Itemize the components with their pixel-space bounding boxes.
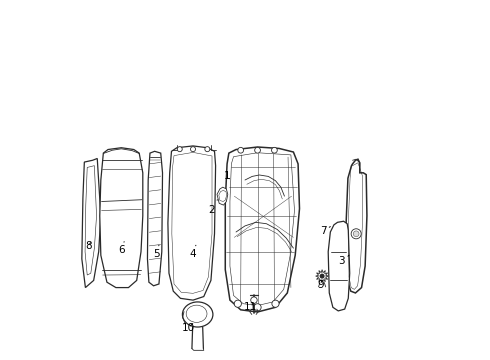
Polygon shape [82, 158, 101, 288]
Text: 3: 3 [339, 255, 349, 266]
Circle shape [238, 147, 244, 153]
Text: 11: 11 [244, 302, 257, 312]
Polygon shape [147, 151, 163, 286]
Ellipse shape [182, 302, 213, 327]
Text: 6: 6 [118, 242, 124, 255]
Circle shape [351, 229, 361, 239]
Polygon shape [85, 166, 97, 275]
Circle shape [254, 304, 261, 311]
Polygon shape [225, 147, 299, 312]
Circle shape [177, 147, 182, 152]
Circle shape [271, 147, 277, 153]
Polygon shape [346, 159, 367, 293]
Text: 5: 5 [153, 245, 160, 258]
Polygon shape [100, 148, 143, 288]
Polygon shape [217, 187, 228, 205]
Circle shape [272, 300, 279, 307]
Text: 9: 9 [317, 280, 323, 290]
Circle shape [234, 300, 242, 307]
Circle shape [353, 231, 359, 237]
Polygon shape [316, 270, 329, 283]
Text: 7: 7 [320, 226, 330, 236]
Text: 4: 4 [190, 245, 196, 258]
Circle shape [191, 147, 196, 152]
Circle shape [251, 297, 257, 303]
Circle shape [320, 274, 324, 278]
Ellipse shape [186, 305, 207, 322]
Circle shape [255, 147, 260, 153]
Text: 10: 10 [182, 323, 195, 333]
Polygon shape [328, 221, 350, 311]
Text: 8: 8 [85, 241, 92, 251]
Polygon shape [168, 146, 216, 300]
Text: 1: 1 [224, 171, 230, 181]
Text: 2: 2 [209, 200, 218, 216]
Circle shape [205, 147, 210, 152]
